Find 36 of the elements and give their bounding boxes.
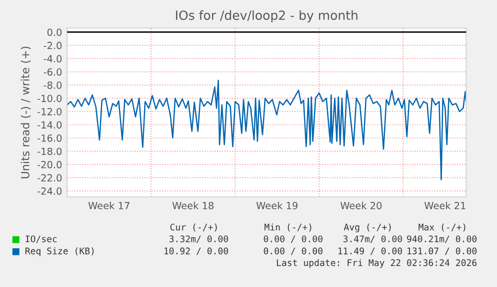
text: 3.32m/ 0.00 [169,235,228,243]
y-tick-label: -18.0 [38,148,62,156]
chart-title: IOs for /dev/loop2 - by month [176,10,358,22]
y-tick-label: -2.0 [44,42,62,50]
x-tick-label: Week 17 [88,202,130,210]
y-tick-label: -22.0 [38,174,62,182]
x-tick-label: Week 20 [340,202,382,210]
text: Max (-/+) [418,224,466,232]
y-tick-label: -16.0 [38,134,62,142]
y-tick-label: -10.0 [38,94,62,102]
line-series [67,80,466,180]
legend-label: IO/sec [26,235,57,243]
text: Last update: Fri May 22 02:36:24 2026 [276,259,477,268]
x-tick-label: Week 21 [424,202,466,210]
text: Avg (-/+) [344,223,391,232]
text: 10.92 / 0.00 [164,248,228,256]
text: 131.07 / 0.00 [408,248,477,256]
y-tick-label: -20.0 [38,160,62,168]
y-tick-label: 0.0 [47,28,62,36]
text: 0.00 / 0.00 [264,235,322,243]
text: 940.21m/ 0.00 [407,235,477,243]
legend-label: Req Size (KB) [25,247,94,256]
y-tick-label: -6.0 [44,68,62,76]
text: Cur (-/+) [170,224,217,232]
y-axis-title: Units read (-) / write (+) [20,46,31,178]
y-tick-label: -8.0 [44,82,62,89]
y-tick-label: -14.0 [38,121,62,129]
text: 0.00 / 0.00 [264,248,322,256]
text: Min (-/+) [264,224,312,232]
x-tick-label: Week 18 [172,202,214,210]
y-tick-label: -24.0 [38,187,62,195]
text: 11.49 / 0.00 [338,248,402,256]
text: 3.47m/ 0.00 [343,235,402,243]
x-tick-label: Week 19 [256,202,298,210]
y-tick-label: -12.0 [38,108,62,116]
y-tick-label: -4.0 [44,55,62,62]
